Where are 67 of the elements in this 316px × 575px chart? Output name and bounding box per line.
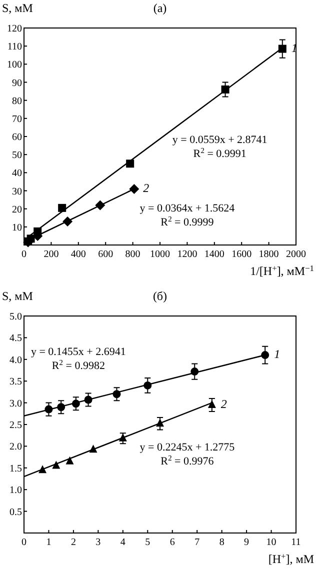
- point: [66, 456, 74, 464]
- x-tick-label: 2000: [286, 249, 306, 260]
- y-tick-label: 80: [12, 96, 22, 107]
- x-tick-label: 2: [70, 537, 76, 548]
- annotation: y = 0.0364x + 1.5624: [140, 202, 236, 214]
- chart-title: (а): [153, 1, 167, 15]
- x-tick-label: 1: [46, 537, 52, 548]
- x-tick-label: 1200: [177, 249, 198, 260]
- y-tick-label: 90: [12, 78, 22, 89]
- y-tick-label: 2.0: [10, 442, 22, 453]
- y-tick-label: 2.5: [10, 420, 22, 431]
- y-tick-label: 3.5: [10, 376, 22, 388]
- x-axis-title: 1/[H$^{+}$], мМ$^{−1}$: [250, 264, 314, 278]
- series-label: 2: [220, 396, 227, 411]
- y-tick-label: 20: [12, 204, 22, 216]
- x-tick-label: 3: [96, 537, 101, 548]
- x-tick-label: 6: [170, 537, 175, 548]
- x-tick-label: 5: [145, 537, 150, 548]
- y-tick-label: 4.5: [10, 333, 22, 344]
- point: [129, 184, 140, 194]
- x-tick-label: 0: [22, 537, 26, 548]
- y-axis-title: S, мМ: [2, 289, 34, 303]
- y-tick-label: 5.0: [10, 312, 22, 322]
- y-tick-label: 4.0: [10, 354, 22, 366]
- y-tick-label: 1.5: [10, 463, 22, 474]
- x-tick-label: 600: [98, 249, 114, 260]
- y-tick-label: 120: [7, 24, 22, 34]
- annotation: y = 0.2245x + 1.2775: [140, 442, 236, 454]
- y-tick-label: 50: [12, 150, 22, 162]
- annotation: R$^{2}$ = 0.9991: [193, 146, 246, 160]
- y-tick-label: 0.5: [10, 506, 22, 518]
- y-tick-label: 10: [12, 222, 22, 234]
- series-label: 1: [274, 347, 280, 362]
- x-tick-label: 1000: [150, 249, 170, 260]
- x-tick-label: 1600: [232, 249, 252, 260]
- y-tick-label: 3.0: [10, 398, 22, 410]
- x-tick-label: 8: [219, 537, 224, 548]
- x-tick-label: 10: [266, 537, 276, 548]
- annotation: R$^{2}$ = 0.9976: [160, 453, 214, 468]
- y-tick-label: 70: [12, 114, 22, 125]
- y-axis-title: S, мМ: [2, 1, 34, 15]
- point: [278, 44, 286, 53]
- x-tick-label: 4: [120, 537, 126, 548]
- point: [208, 400, 216, 408]
- x-tick-label: 11: [291, 537, 301, 548]
- annotation: y = 0.1455x + 2.6941: [30, 346, 126, 358]
- annotation: R$^{2}$ = 0.9999: [160, 214, 214, 228]
- x-tick-label: 7: [194, 537, 200, 548]
- y-tick-label: 1.0: [10, 485, 22, 496]
- annotation: R$^{2}$ = 0.9982: [52, 358, 105, 372]
- y-tick-label: 100: [7, 60, 22, 71]
- x-axis-title: [H$^{+}$], мМ: [268, 552, 314, 566]
- x-tick-label: 400: [70, 249, 86, 260]
- y-tick-label: 110: [7, 42, 22, 53]
- series-label: 2: [143, 180, 150, 195]
- x-tick-label: 9: [244, 537, 250, 548]
- y-tick-label: 30: [12, 186, 22, 198]
- x-tick-label: 800: [125, 249, 140, 260]
- chart-title: (б): [152, 289, 168, 303]
- x-tick-label: 1800: [258, 249, 279, 260]
- y-tick-label: 60: [12, 132, 22, 143]
- x-tick-label: 1400: [204, 249, 224, 260]
- series-label: 1: [291, 40, 298, 55]
- x-tick-label: 200: [44, 249, 59, 260]
- x-tick-label: 0: [22, 249, 26, 260]
- annotation: y = 0.0559x + 2.8741: [172, 134, 268, 146]
- y-tick-label: 40: [12, 168, 22, 180]
